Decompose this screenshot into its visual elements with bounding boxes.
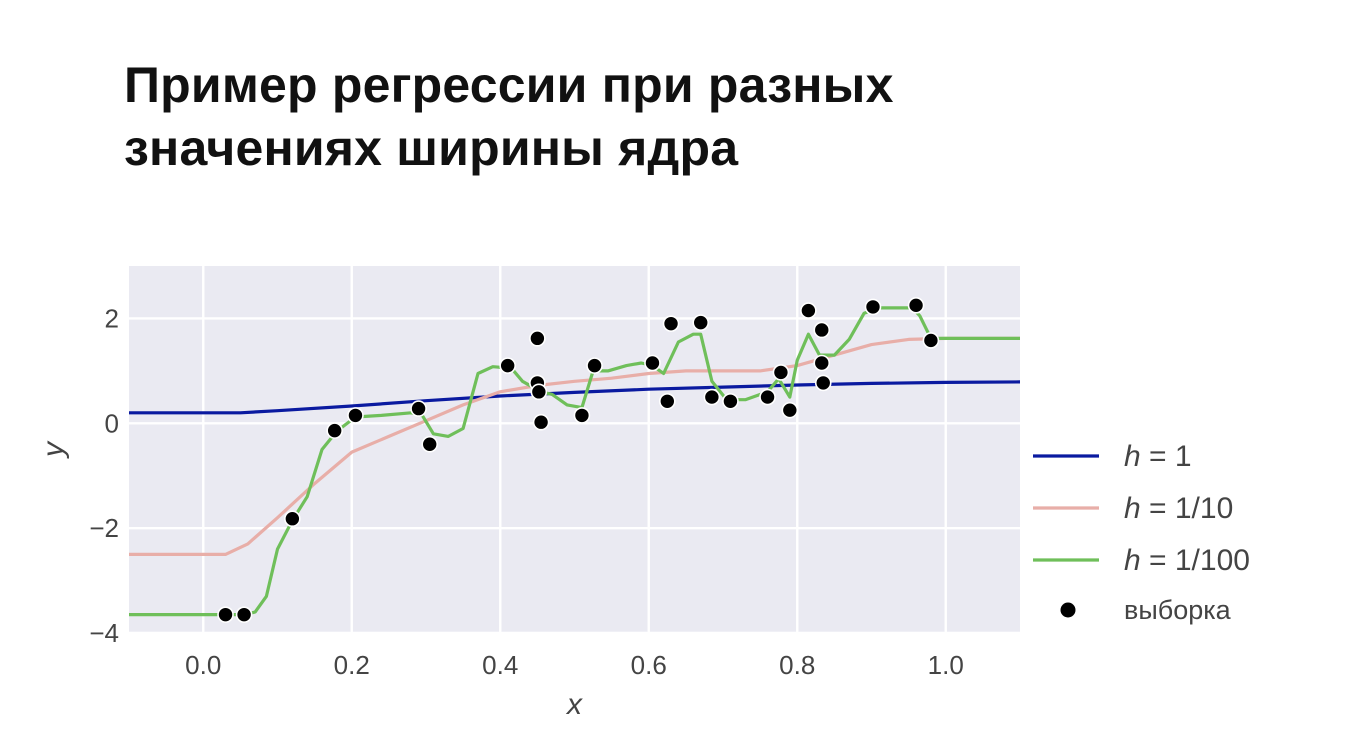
y-tick-label: 2: [105, 303, 119, 333]
slide-title: Пример регрессии при разных значениях ши…: [124, 54, 1224, 180]
sample-point: [814, 374, 832, 392]
sample-point: [532, 413, 550, 431]
x-tick-label: 0.2: [334, 650, 370, 680]
series-line-2: [129, 336, 1020, 557]
tick-labels: 0.0 0.2 0.4 0.6 0.8 1.0 −4 −2 0 2: [89, 303, 963, 680]
sample-point: [662, 315, 680, 332]
legend-label: h = 1/10: [1124, 492, 1233, 525]
legend-label: h = 1/100: [1124, 544, 1250, 577]
sample-point: [586, 357, 603, 374]
x-tick-label: 0.4: [482, 650, 518, 680]
sample-point: [326, 422, 343, 439]
legend-marker: [1060, 602, 1076, 618]
legend-item-1: h = 1: [1033, 440, 1192, 473]
legend-item-2: h = 1/10: [1033, 492, 1233, 525]
sample-point: [864, 298, 882, 316]
plot-background: [129, 266, 1020, 633]
sample-point: [573, 407, 591, 424]
grid-lines: [129, 266, 1020, 635]
sample-point: [217, 606, 234, 623]
sample-point: [499, 357, 516, 374]
sample-point: [703, 388, 721, 406]
slide-title-line-2: значениях ширины ядра: [124, 120, 739, 176]
sample-point: [922, 332, 940, 349]
sample-point: [772, 364, 790, 381]
sample-point: [644, 354, 661, 372]
legend-item-3: h = 1/100: [1033, 544, 1250, 577]
sample-point: [530, 383, 548, 401]
sample-point: [421, 435, 439, 453]
sample-point: [813, 354, 831, 372]
x-axis-label: x: [565, 688, 583, 721]
x-tick-label: 0.0: [185, 650, 221, 680]
sample-point: [759, 388, 776, 406]
sample-point: [235, 606, 253, 623]
legend-label: h = 1: [1124, 440, 1192, 473]
y-tick-label: 0: [105, 408, 119, 438]
slide-title-line-1: Пример регрессии при разных: [124, 57, 894, 113]
y-tick-label: −2: [89, 513, 119, 543]
sample-point: [284, 510, 301, 528]
x-tick-label: 1.0: [928, 650, 964, 680]
sample-point: [347, 407, 364, 424]
sample-point: [659, 392, 676, 410]
sample-point: [722, 392, 739, 410]
legend-item-samples: выборка: [1060, 595, 1232, 625]
y-tick-label: −4: [89, 618, 119, 648]
sample-point: [529, 330, 546, 347]
y-axis-label: y: [37, 440, 70, 459]
sample-point: [781, 401, 799, 419]
x-tick-label: 0.6: [631, 650, 667, 680]
legend: h = 1 h = 1/10 h = 1/100 выборка: [1033, 440, 1250, 625]
sample-point: [907, 297, 925, 314]
x-tick-label: 0.8: [779, 650, 815, 680]
sample-point: [410, 400, 427, 417]
sample-point: [800, 302, 817, 319]
sample-point: [813, 321, 831, 339]
sample-point: [692, 314, 710, 331]
sample-points: [217, 297, 940, 623]
legend-label: выборка: [1124, 595, 1232, 625]
